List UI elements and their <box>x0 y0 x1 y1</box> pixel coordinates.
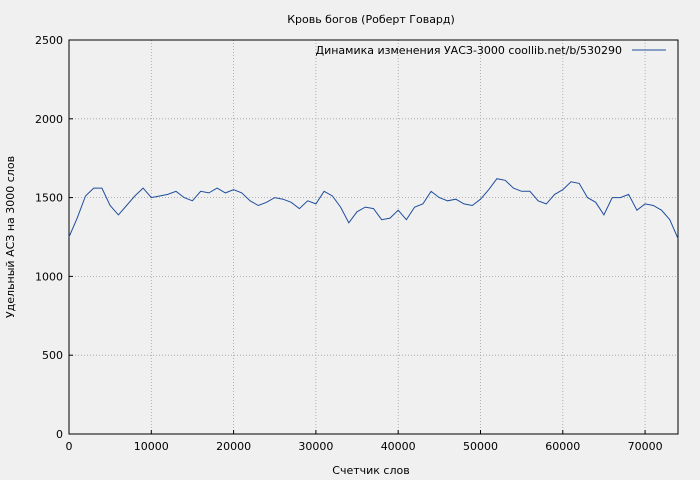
x-tick-label: 30000 <box>298 440 333 453</box>
x-tick-label: 40000 <box>381 440 416 453</box>
y-tick-label: 0 <box>56 428 63 441</box>
chart-title: Кровь богов (Роберт Говард) <box>287 13 455 26</box>
y-tick-label: 1500 <box>35 192 63 205</box>
grid-lines <box>69 40 678 434</box>
x-tick-label: 20000 <box>216 440 251 453</box>
y-tick-label: 2000 <box>35 113 63 126</box>
x-tick-label: 10000 <box>134 440 169 453</box>
plot-area-frame <box>68 39 679 435</box>
y-tick-label: 1000 <box>35 270 63 283</box>
x-tick-label: 50000 <box>463 440 498 453</box>
y-tick-label: 2500 <box>35 34 63 47</box>
axis-ticks: 0 10000 20000 30000 40000 50000 60000 70000 0 500… <box>35 34 663 453</box>
series-line <box>68 178 679 239</box>
legend: Динамика изменения УАСЗ-3000 coollib.net… <box>316 44 666 57</box>
x-axis-label: Счетчик слов <box>332 464 409 477</box>
x-tick-label: 60000 <box>545 440 580 453</box>
y-axis-label: Удельный АСЗ на 3000 слов <box>4 156 17 318</box>
y-tick-label: 500 <box>42 349 63 362</box>
x-tick-label: 0 <box>66 440 73 453</box>
x-tick-label: 70000 <box>628 440 663 453</box>
legend-label: Динамика изменения УАСЗ-3000 coollib.net… <box>316 44 623 57</box>
